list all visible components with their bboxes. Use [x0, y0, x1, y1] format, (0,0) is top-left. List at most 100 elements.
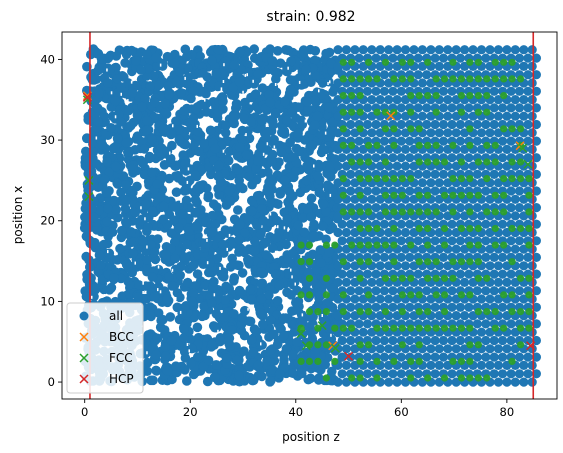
point-all	[438, 252, 449, 262]
point-all	[413, 269, 423, 279]
gap	[246, 73, 248, 77]
point-all	[472, 169, 482, 179]
point-fcc	[517, 158, 525, 166]
point-all	[188, 86, 199, 96]
point-all	[519, 360, 529, 370]
point-all	[271, 74, 281, 84]
point-all	[179, 75, 190, 86]
point-bcc	[386, 111, 396, 121]
point-all	[316, 90, 326, 100]
point-all	[211, 309, 222, 319]
point-fcc	[381, 175, 390, 183]
point-all	[430, 302, 440, 312]
point-all	[531, 86, 542, 96]
point-all	[218, 96, 228, 107]
point-all	[274, 369, 285, 379]
point-all	[151, 52, 162, 63]
point-all	[298, 79, 308, 89]
point-fcc	[339, 291, 347, 299]
point-all	[527, 78, 537, 88]
point-all	[261, 133, 272, 144]
point-all	[182, 63, 193, 73]
point-all	[285, 192, 296, 203]
point-all	[81, 291, 92, 302]
point-all	[506, 319, 516, 329]
point-all	[316, 258, 326, 268]
point-all	[261, 250, 271, 260]
point-all	[237, 312, 247, 323]
point-fcc	[373, 224, 381, 233]
point-fcc	[508, 357, 516, 365]
point-fcc	[305, 308, 314, 316]
point-all	[493, 111, 503, 121]
point-fcc	[474, 58, 482, 66]
point-all	[209, 276, 219, 287]
point-fcc	[517, 324, 525, 332]
point-all	[139, 144, 150, 154]
point-all	[296, 367, 307, 378]
point-all	[158, 124, 168, 135]
point-all	[523, 335, 533, 346]
point-fcc	[314, 308, 322, 316]
point-fcc	[491, 141, 499, 149]
point-all	[257, 204, 267, 214]
point-all	[531, 70, 542, 80]
point-fcc	[398, 308, 406, 316]
point-all	[493, 344, 503, 354]
point-all	[485, 294, 495, 304]
point-fcc	[441, 308, 449, 316]
point-all	[253, 69, 263, 79]
point-all	[485, 45, 495, 55]
point-fcc	[356, 92, 364, 100]
series-all	[79, 44, 542, 387]
point-all	[112, 133, 123, 144]
point-fcc	[483, 141, 491, 149]
x-tick-label: 20	[183, 405, 198, 419]
point-all	[476, 294, 487, 304]
point-all	[86, 49, 96, 60]
point-all	[300, 135, 310, 145]
point-all	[237, 125, 248, 136]
point-fcc	[491, 158, 499, 166]
point-all	[272, 215, 282, 226]
point-fcc	[441, 274, 449, 282]
point-all	[221, 56, 231, 66]
point-all	[498, 153, 508, 163]
point-all	[438, 119, 449, 130]
point-fcc	[365, 208, 373, 216]
point-all	[149, 247, 160, 258]
point-fcc	[339, 125, 347, 133]
point-all	[174, 134, 185, 145]
point-all	[375, 294, 385, 304]
gap	[290, 268, 292, 272]
point-fcc	[322, 374, 330, 382]
point-all	[214, 160, 224, 171]
point-all	[280, 96, 290, 107]
point-fcc	[474, 191, 482, 199]
point-all	[267, 243, 278, 253]
point-all	[379, 369, 389, 379]
point-all	[169, 58, 180, 69]
gap	[204, 98, 206, 102]
point-fcc	[390, 191, 398, 199]
point-all	[481, 252, 491, 262]
point-fcc	[424, 92, 432, 100]
point-fcc	[449, 175, 457, 183]
point-all	[219, 312, 229, 322]
point-fcc	[365, 58, 373, 66]
gap	[220, 87, 223, 91]
point-all	[200, 238, 210, 249]
point-all	[455, 119, 465, 130]
point-all	[396, 119, 406, 130]
point-all	[350, 45, 360, 55]
point-all	[141, 125, 152, 136]
gap	[157, 288, 159, 292]
point-all	[413, 236, 423, 246]
point-fcc	[424, 324, 432, 332]
gap	[179, 310, 182, 314]
point-all	[166, 335, 177, 346]
point-all	[396, 86, 406, 96]
point-all	[148, 71, 159, 81]
point-all	[523, 119, 533, 130]
point-all	[430, 236, 440, 246]
